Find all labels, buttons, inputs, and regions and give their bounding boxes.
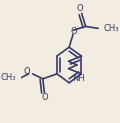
Text: O: O	[71, 27, 77, 36]
Text: O: O	[41, 93, 48, 102]
Text: O: O	[77, 4, 83, 13]
Text: O: O	[24, 67, 30, 76]
Text: CH₃: CH₃	[1, 73, 16, 82]
Text: NH: NH	[72, 74, 84, 83]
Text: CH₃: CH₃	[104, 24, 119, 33]
